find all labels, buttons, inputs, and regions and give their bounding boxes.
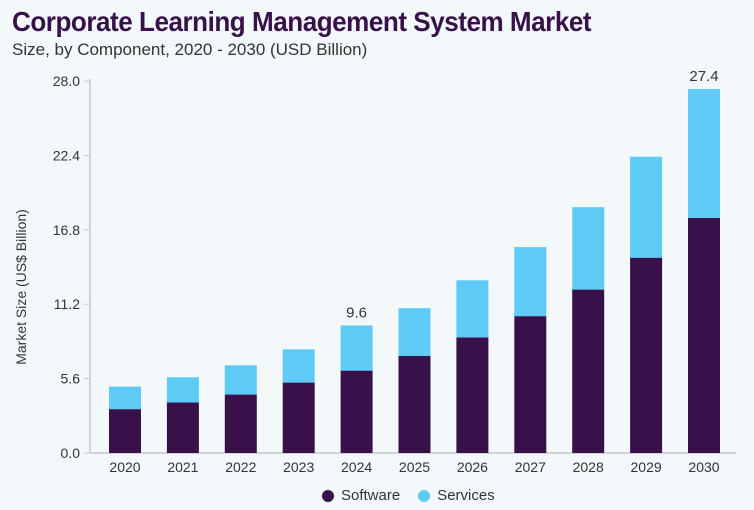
bar-software-2025 (398, 356, 431, 453)
x-tick-label: 2025 (399, 459, 430, 475)
x-tick-label: 2027 (515, 459, 546, 475)
x-tick-label: 2030 (688, 459, 719, 475)
bar-services-2028 (572, 207, 605, 290)
data-label-2024: 9.6 (346, 304, 367, 321)
bar-software-2030 (688, 217, 720, 453)
bar-software-2022 (224, 394, 257, 453)
bar-services-2027 (514, 247, 547, 317)
y-tick-label: 16.8 (53, 222, 80, 238)
x-tick-label: 2024 (341, 459, 372, 475)
legend-label-software: Software (341, 487, 401, 504)
x-tick-label: 2029 (631, 459, 662, 475)
bar-software-2021 (166, 402, 199, 453)
legend-label-services: Services (437, 487, 495, 504)
y-tick-label: 11.2 (54, 296, 80, 312)
y-tick-label: 22.4 (53, 147, 80, 163)
chart-title: Corporate Learning Management System Mar… (12, 6, 592, 37)
legend-marker-services (418, 489, 431, 502)
chart-subtitle: Size, by Component, 2020 - 2030 (USD Bil… (12, 40, 368, 59)
x-tick-label: 2023 (283, 459, 314, 475)
bar-software-2024 (340, 370, 373, 453)
bar-software-2027 (514, 316, 547, 453)
bar-services-2026 (456, 280, 489, 338)
legend: Software Services (322, 487, 513, 504)
x-tick-label: 2021 (167, 459, 198, 475)
data-label-2030: 27.4 (689, 68, 718, 85)
bar-software-2029 (630, 257, 663, 453)
legend-marker-software (322, 489, 334, 502)
bar-services-2022 (224, 365, 257, 395)
bar-services-2030 (688, 88, 720, 218)
bar-services-2025 (398, 308, 431, 357)
bar-software-2028 (572, 289, 605, 453)
bar-services-2020 (109, 386, 141, 410)
bar-services-2024 (340, 325, 373, 371)
bar-software-2023 (282, 382, 315, 453)
x-tick-label: 2022 (225, 459, 256, 475)
bar-services-2029 (630, 156, 663, 258)
bar-software-2026 (456, 337, 489, 453)
y-tick-label: 28.0 (53, 73, 80, 89)
legend-item-software[interactable]: Software (322, 487, 400, 504)
y-tick-label: 5.6 (61, 371, 81, 387)
x-tick-label: 2026 (457, 459, 488, 475)
x-tick-label: 2020 (109, 459, 140, 475)
y-axis-label: Market Size (US$ Billion) (13, 209, 29, 365)
bar-software-2020 (109, 409, 141, 453)
y-tick-label: 0.0 (61, 445, 81, 461)
bar-services-2021 (166, 377, 199, 403)
x-tick-label: 2028 (573, 459, 604, 475)
legend-item-services[interactable]: Services (418, 487, 495, 504)
bar-services-2023 (282, 349, 315, 383)
